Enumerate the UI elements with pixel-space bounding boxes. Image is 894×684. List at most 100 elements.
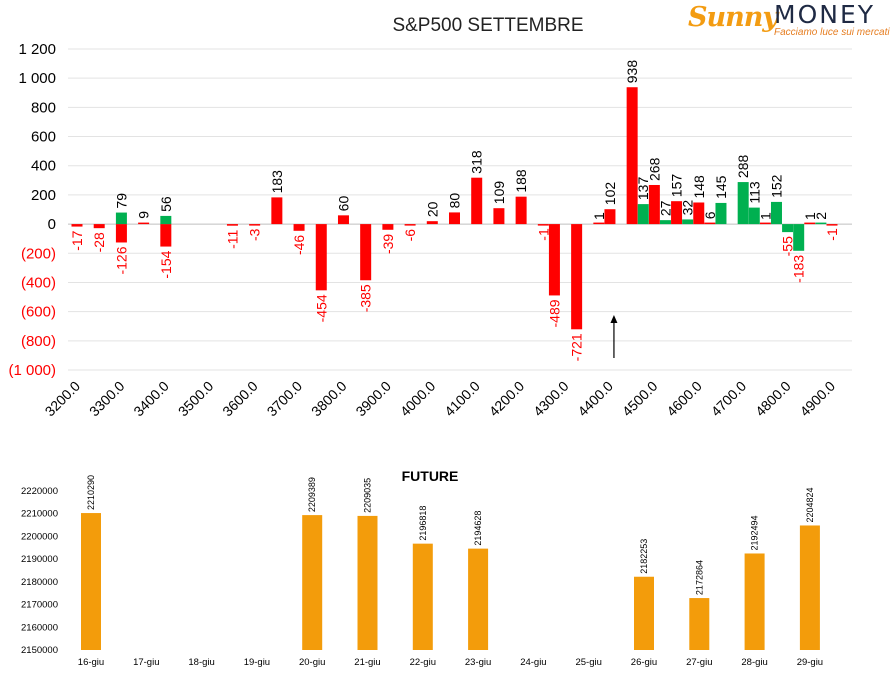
- y-tick-label: 600: [31, 129, 56, 146]
- y-tick-label: 2220000: [21, 486, 58, 497]
- y-tick-label: 2210000: [21, 509, 58, 520]
- bar-data-label: -1: [535, 228, 551, 241]
- red-bar: [471, 177, 483, 225]
- bar-data-label: 102: [602, 182, 618, 206]
- green-bar: [748, 207, 760, 225]
- bar-data-label: 20: [424, 201, 440, 217]
- green-bar: [815, 222, 827, 225]
- bar-data-label: -183: [791, 255, 807, 283]
- future-bar: [81, 513, 101, 650]
- red-bar: [804, 222, 816, 225]
- x-tick-label: 4800.0: [752, 378, 794, 420]
- x-tick-label: 19-giu: [244, 657, 270, 668]
- red-bar: [826, 224, 838, 226]
- red-bar: [693, 202, 705, 225]
- red-bar: [337, 215, 349, 225]
- x-tick-label: 4600.0: [663, 378, 705, 420]
- y-tick-label: 1 000: [18, 70, 56, 87]
- bar-data-label: 56: [158, 196, 174, 212]
- y-tick-label: 2190000: [21, 554, 58, 565]
- bar-data-label: -11: [224, 229, 240, 248]
- red-bar: [360, 224, 372, 281]
- bar-data-label: 60: [335, 196, 351, 212]
- bar-data-label: 152: [768, 174, 784, 198]
- bar-data-label: 1: [757, 212, 773, 220]
- y-tick-label: 800: [31, 99, 56, 116]
- bar-data-label: -1: [824, 228, 840, 241]
- x-tick-label: 23-giu: [465, 657, 491, 668]
- x-tick-label: 20-giu: [299, 657, 325, 668]
- x-tick-label: 3200.0: [42, 378, 84, 420]
- y-tick-label: (1 000): [8, 362, 56, 379]
- bar-data-label: 2204824: [805, 487, 815, 522]
- logo-brand-right: MONEY: [774, 0, 876, 29]
- x-tick-label: 27-giu: [686, 657, 712, 668]
- red-bar: [759, 222, 771, 225]
- x-tick-label: 3300.0: [86, 378, 128, 420]
- x-tick-label: 18-giu: [188, 657, 214, 668]
- y-tick-label: (200): [21, 245, 56, 262]
- red-bar: [548, 224, 560, 296]
- y-tick-label: 2180000: [21, 577, 58, 588]
- green-bar: [637, 204, 649, 225]
- red-bar: [271, 197, 283, 225]
- green-bar: [782, 224, 794, 233]
- bar-data-label: 188: [513, 169, 529, 193]
- bar-data-label: 79: [113, 193, 129, 209]
- x-tick-label: 4000.0: [397, 378, 439, 420]
- bar-data-label: 9: [136, 211, 152, 219]
- green-bar: [737, 182, 749, 225]
- future-bar: [302, 515, 323, 650]
- bar-data-label: -17: [69, 230, 85, 250]
- logo-tagline: Facciamo luce sui mercati: [774, 27, 890, 38]
- red-bar: [626, 87, 638, 225]
- x-tick-label: 3700.0: [264, 378, 306, 420]
- red-bar: [571, 224, 583, 330]
- bar-data-label: 1: [591, 212, 607, 220]
- x-tick-label: 3400.0: [130, 378, 172, 420]
- bar-data-label: 938: [624, 60, 640, 84]
- bar-data-label: 137: [635, 177, 651, 201]
- bar-data-label: -126: [113, 246, 129, 274]
- green-bar: [659, 220, 671, 225]
- bar-data-label: 148: [691, 175, 707, 199]
- y-tick-label: 2160000: [21, 622, 58, 633]
- bar-data-label: 32: [680, 200, 696, 216]
- y-tick-label: 2150000: [21, 645, 58, 656]
- bar-data-label: 2209389: [307, 477, 317, 512]
- bar-data-label: -39: [380, 234, 396, 254]
- red-bar: [226, 224, 238, 226]
- future-bar: [634, 576, 654, 650]
- future-title: FUTURE: [402, 468, 459, 484]
- red-bar: [160, 224, 172, 247]
- bar-data-label: 80: [447, 193, 463, 209]
- bar-data-label: 145: [713, 175, 729, 199]
- x-tick-label: 3800.0: [308, 378, 350, 420]
- red-bar: [315, 224, 327, 291]
- future-bar: [744, 553, 765, 650]
- bar-data-label: 2196818: [418, 506, 428, 541]
- future-bar: [412, 543, 433, 650]
- red-bar: [382, 224, 394, 230]
- red-bar: [71, 224, 83, 227]
- future-bar: [357, 515, 378, 650]
- red-bar: [493, 208, 505, 225]
- red-bar: [115, 224, 127, 243]
- red-bar: [249, 224, 261, 226]
- x-tick-label: 28-giu: [741, 657, 767, 668]
- x-tick-label: 17-giu: [133, 657, 159, 668]
- annotation-arrow-head: [610, 315, 618, 323]
- green-bar: [793, 224, 805, 251]
- chart-title: S&P500 SETTEMBRE: [392, 15, 583, 36]
- red-bar: [426, 221, 438, 225]
- bar-data-label: -55: [780, 236, 796, 256]
- bar-data-label: 2182253: [639, 539, 649, 574]
- red-bar: [138, 222, 150, 225]
- bar-data-label: 27: [657, 200, 673, 216]
- x-tick-label: 4900.0: [797, 378, 839, 420]
- red-bar: [648, 184, 660, 225]
- bar-data-label: 113: [746, 181, 762, 204]
- x-tick-label: 22-giu: [410, 657, 436, 668]
- bar-data-label: -489: [546, 299, 562, 327]
